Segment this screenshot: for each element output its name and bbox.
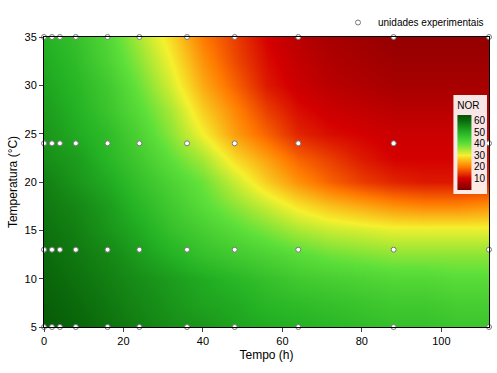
svg-text:20: 20 <box>474 161 486 172</box>
svg-text:10: 10 <box>474 173 486 184</box>
svg-text:0: 0 <box>41 335 47 347</box>
svg-text:5: 5 <box>31 321 37 333</box>
svg-text:80: 80 <box>356 335 368 347</box>
svg-text:40: 40 <box>474 138 486 149</box>
svg-text:100: 100 <box>432 335 450 347</box>
svg-text:Temperatura (°C): Temperatura (°C) <box>6 136 20 228</box>
svg-text:30: 30 <box>25 79 37 91</box>
svg-text:50: 50 <box>474 127 486 138</box>
svg-text:60: 60 <box>474 115 486 126</box>
svg-text:40: 40 <box>197 335 209 347</box>
svg-text:15: 15 <box>25 224 37 236</box>
svg-text:60: 60 <box>276 335 288 347</box>
svg-text:10: 10 <box>25 273 37 285</box>
svg-text:35: 35 <box>25 31 37 43</box>
svg-text:20: 20 <box>25 176 37 188</box>
svg-text:unidades experimentais: unidades experimentais <box>378 17 484 28</box>
svg-text:30: 30 <box>474 150 486 161</box>
svg-text:25: 25 <box>25 128 37 140</box>
svg-text:NOR: NOR <box>457 100 479 111</box>
svg-text:Tempo (h): Tempo (h) <box>239 348 293 362</box>
svg-text:20: 20 <box>117 335 129 347</box>
